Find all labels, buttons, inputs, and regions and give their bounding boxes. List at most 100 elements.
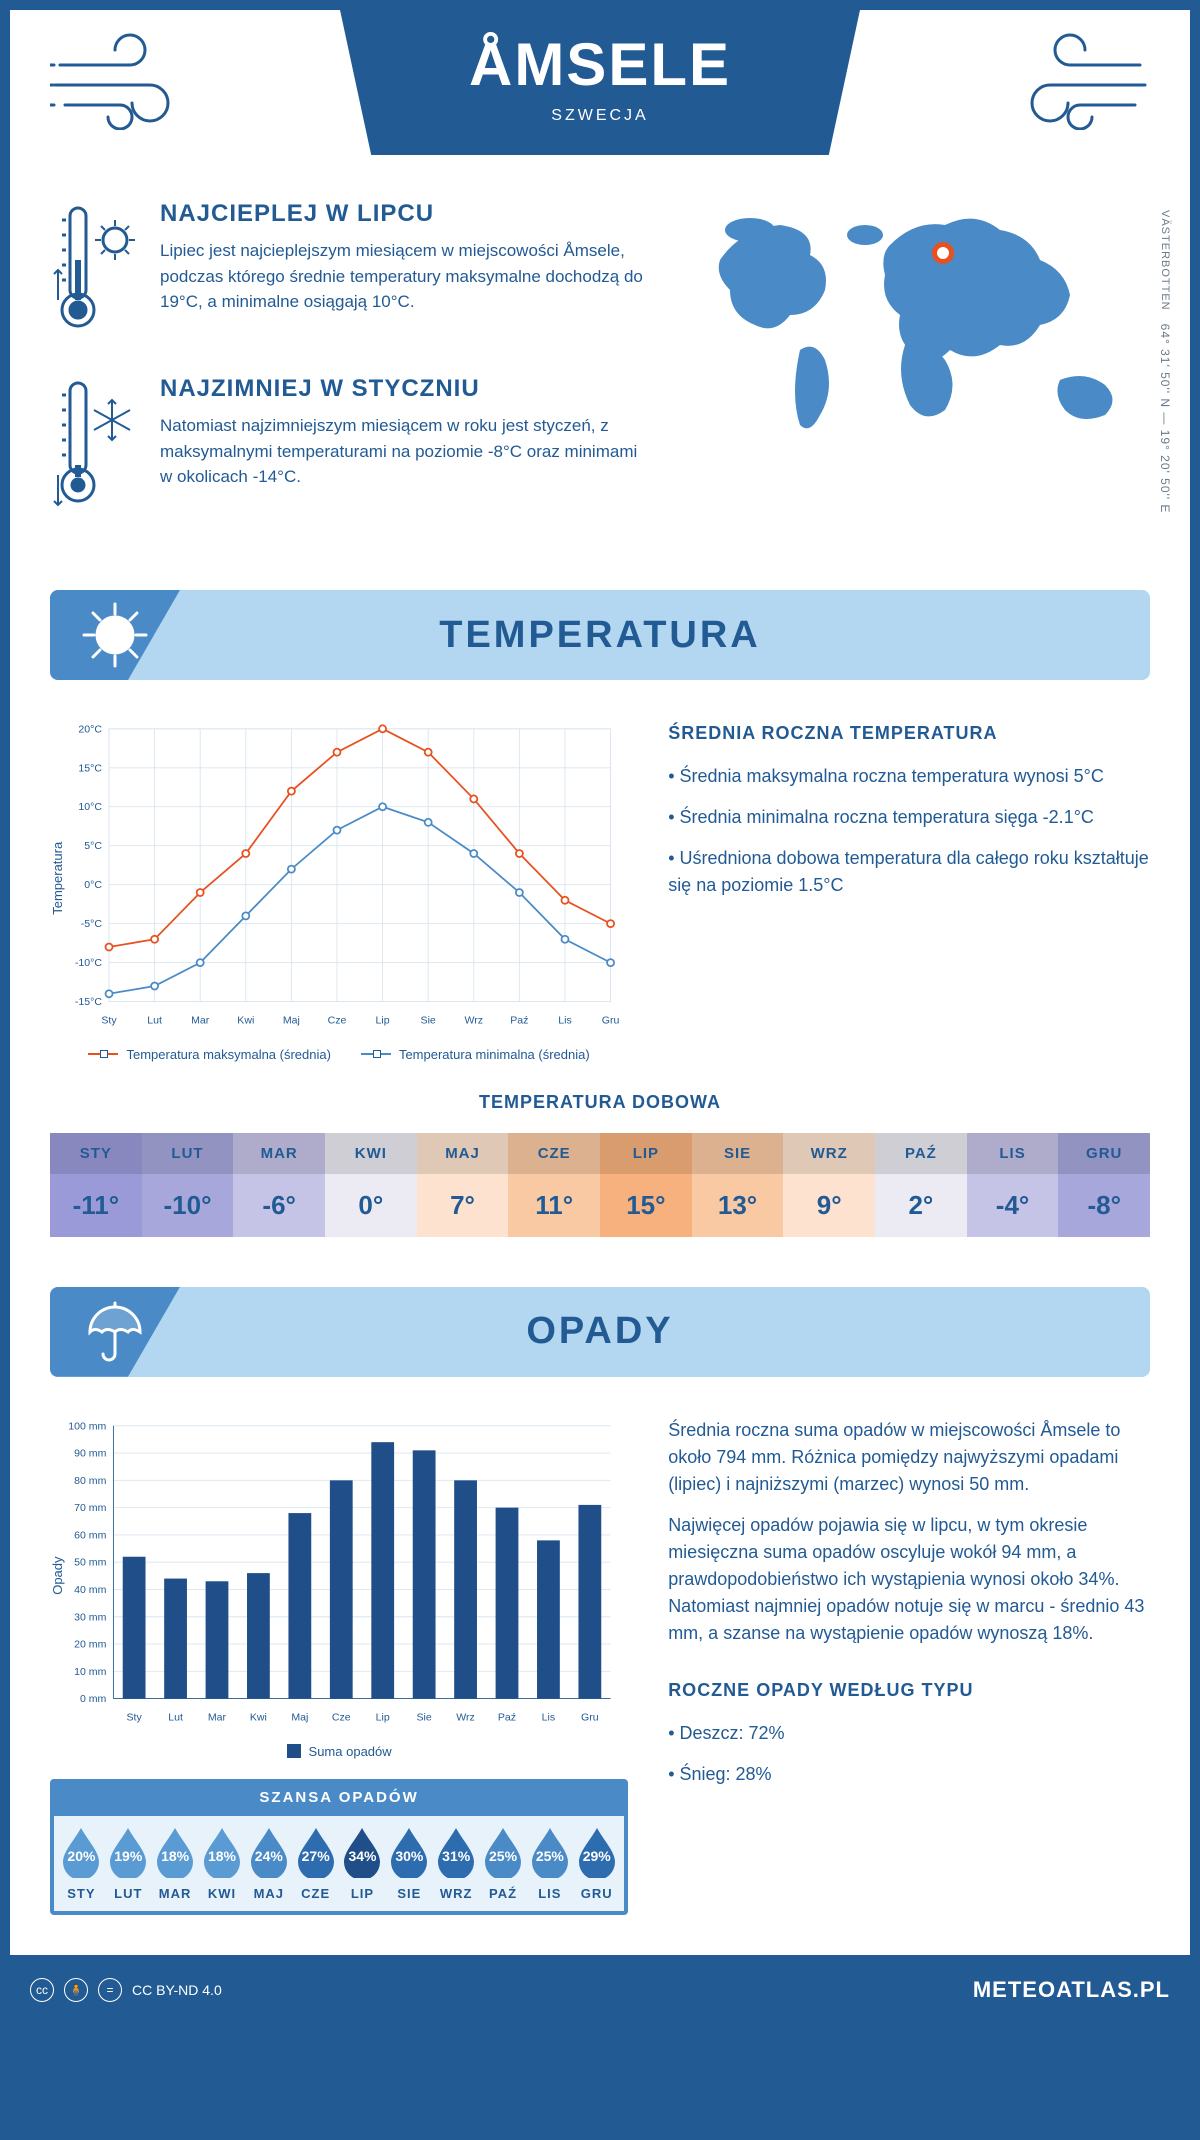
daily-temp-cell: PAŹ2° — [875, 1133, 967, 1237]
svg-text:Cze: Cze — [328, 1015, 347, 1027]
daily-temp-cell: LUT-10° — [142, 1133, 234, 1237]
temperature-bullet: Średnia maksymalna roczna temperatura wy… — [668, 763, 1150, 790]
legend-item: Temperatura minimalna (średnia) — [361, 1047, 590, 1062]
probability-cell: 25% PAŹ — [480, 1826, 527, 1901]
by-icon: 🧍 — [64, 1978, 88, 2002]
cc-icon: cc — [30, 1978, 54, 2002]
temperature-bullet: Uśredniona dobowa temperatura dla całego… — [668, 845, 1150, 899]
svg-text:Paź: Paź — [498, 1711, 516, 1723]
warmest-body: Lipiec jest najcieplejszym miesiącem w m… — [160, 238, 650, 315]
world-map — [690, 200, 1150, 465]
probability-cell: 18% MAR — [152, 1826, 199, 1901]
precip-types-heading: ROCZNE OPADY WEDŁUG TYPU — [668, 1677, 1150, 1704]
raindrop-icon: 18% — [200, 1826, 244, 1878]
temperature-side-text: ŚREDNIA ROCZNA TEMPERATURA Średnia maksy… — [668, 720, 1150, 1062]
raindrop-icon: 25% — [481, 1826, 525, 1878]
temperature-bullet: Średnia minimalna roczna temperatura się… — [668, 804, 1150, 831]
svg-text:10°C: 10°C — [78, 801, 102, 813]
svg-text:50 mm: 50 mm — [74, 1556, 106, 1568]
country-subtitle: SZWECJA — [380, 107, 820, 125]
probability-cell: 19% LUT — [105, 1826, 152, 1901]
probability-cell: 25% LIS — [526, 1826, 573, 1901]
daily-temp-cell: KWI0° — [325, 1133, 417, 1237]
raindrop-icon: 18% — [153, 1826, 197, 1878]
precip-heading: OPADY — [50, 1310, 1150, 1353]
temperature-legend: Temperatura maksymalna (średnia) Temperat… — [50, 1047, 628, 1062]
daily-temp-cell: WRZ9° — [783, 1133, 875, 1237]
coldest-body: Natomiast najzimniejszym miesiącem w rok… — [160, 413, 650, 490]
svg-text:10 mm: 10 mm — [74, 1666, 106, 1678]
footer: cc 🧍 = CC BY-ND 4.0 METEOATLAS.PL — [10, 1965, 1190, 2015]
precip-row: Opady 0 mm10 mm20 mm30 mm40 mm50 mm60 mm… — [50, 1417, 1150, 1915]
svg-text:Maj: Maj — [283, 1015, 300, 1027]
intro-right: VÄSTERBOTTEN 64° 31' 50'' N — 19° 20' 50… — [690, 200, 1150, 550]
warmest-block: NAJCIEPLEJ W LIPCU Lipiec jest najcieple… — [50, 200, 650, 345]
daily-temp-cell: SIE13° — [692, 1133, 784, 1237]
avg-temp-heading: ŚREDNIA ROCZNA TEMPERATURA — [668, 720, 1150, 747]
daily-temp-cell: MAJ7° — [417, 1133, 509, 1237]
intro-section: NAJCIEPLEJ W LIPCU Lipiec jest najcieple… — [50, 200, 1150, 550]
svg-text:Cze: Cze — [332, 1711, 351, 1723]
svg-text:-10°C: -10°C — [75, 957, 102, 969]
raindrop-icon: 19% — [106, 1826, 150, 1878]
svg-text:Kwi: Kwi — [250, 1711, 267, 1723]
svg-text:60 mm: 60 mm — [74, 1529, 106, 1541]
precip-chart-col: Opady 0 mm10 mm20 mm30 mm40 mm50 mm60 mm… — [50, 1417, 628, 1915]
legend-item: Temperatura maksymalna (średnia) — [88, 1047, 330, 1062]
precip-probability-box: SZANSA OPADÓW 20% STY 19% LUT 18% MAR 18… — [50, 1779, 628, 1915]
svg-text:Mar: Mar — [208, 1711, 227, 1723]
daily-temp-title: TEMPERATURA DOBOWA — [50, 1092, 1150, 1113]
precip-type-bullet: Śnieg: 28% — [668, 1761, 1150, 1788]
probability-cell: 30% SIE — [386, 1826, 433, 1901]
daily-temp-cell: LIP15° — [600, 1133, 692, 1237]
coordinates-label: VÄSTERBOTTEN 64° 31' 50'' N — 19° 20' 50… — [1158, 210, 1172, 513]
svg-text:-5°C: -5°C — [81, 918, 103, 930]
svg-text:Gru: Gru — [602, 1015, 620, 1027]
probability-cell: 31% WRZ — [433, 1826, 480, 1901]
infographic-page: ÅMSELE SZWECJA — [10, 10, 1190, 1955]
location-marker-icon — [932, 242, 954, 264]
temperature-section-head: TEMPERATURA — [50, 590, 1150, 680]
raindrop-icon: 25% — [528, 1826, 572, 1878]
thermometer-cold-icon — [50, 375, 140, 520]
probability-cell: 27% CZE — [292, 1826, 339, 1901]
temperature-row: Temperatura -15°C-10°C-5°C0°C5°C10°C15°C… — [50, 720, 1150, 1062]
coldest-title: NAJZIMNIEJ W STYCZNIU — [160, 375, 650, 403]
coldest-block: NAJZIMNIEJ W STYCZNIU Natomiast najzimni… — [50, 375, 650, 520]
svg-text:Sie: Sie — [421, 1015, 436, 1027]
warmest-title: NAJCIEPLEJ W LIPCU — [160, 200, 650, 228]
svg-text:Gru: Gru — [581, 1711, 599, 1723]
svg-text:-15°C: -15°C — [75, 996, 102, 1008]
nd-icon: = — [98, 1978, 122, 2002]
title-band: ÅMSELE SZWECJA — [340, 10, 860, 155]
raindrop-icon: 20% — [59, 1826, 103, 1878]
svg-text:Wrz: Wrz — [465, 1015, 484, 1027]
precip-legend: Suma opadów — [50, 1744, 628, 1759]
probability-cell: 24% MAJ — [245, 1826, 292, 1901]
svg-text:30 mm: 30 mm — [74, 1611, 106, 1623]
svg-text:70 mm: 70 mm — [74, 1502, 106, 1514]
raindrop-icon: 27% — [294, 1826, 338, 1878]
svg-text:Lip: Lip — [376, 1711, 390, 1723]
temp-ylabel: Temperatura — [50, 720, 65, 1037]
intro-left: NAJCIEPLEJ W LIPCU Lipiec jest najcieple… — [50, 200, 650, 550]
city-title: ÅMSELE — [380, 30, 820, 99]
daily-temp-cell: LIS-4° — [967, 1133, 1059, 1237]
svg-text:0 mm: 0 mm — [80, 1693, 107, 1705]
svg-text:0°C: 0°C — [84, 879, 102, 891]
precip-chart: 0 mm10 mm20 mm30 mm40 mm50 mm60 mm70 mm8… — [65, 1417, 628, 1734]
svg-text:5°C: 5°C — [84, 840, 102, 852]
precip-para-2: Najwięcej opadów pojawia się w lipcu, w … — [668, 1512, 1150, 1647]
svg-text:Lut: Lut — [147, 1015, 162, 1027]
raindrop-icon: 34% — [340, 1826, 384, 1878]
site-name: METEOATLAS.PL — [973, 1977, 1170, 2003]
probability-cell: 34% LIP — [339, 1826, 386, 1901]
daily-temp-cell: CZE11° — [508, 1133, 600, 1237]
precip-legend-label: Suma opadów — [309, 1744, 392, 1759]
svg-text:Maj: Maj — [291, 1711, 308, 1723]
svg-text:Lis: Lis — [558, 1015, 571, 1027]
daily-temp-table: STY-11°LUT-10°MAR-6°KWI0°MAJ7°CZE11°LIP1… — [50, 1133, 1150, 1237]
svg-text:Mar: Mar — [191, 1015, 210, 1027]
legend-swatch-icon — [287, 1744, 301, 1758]
svg-text:20°C: 20°C — [78, 723, 102, 735]
